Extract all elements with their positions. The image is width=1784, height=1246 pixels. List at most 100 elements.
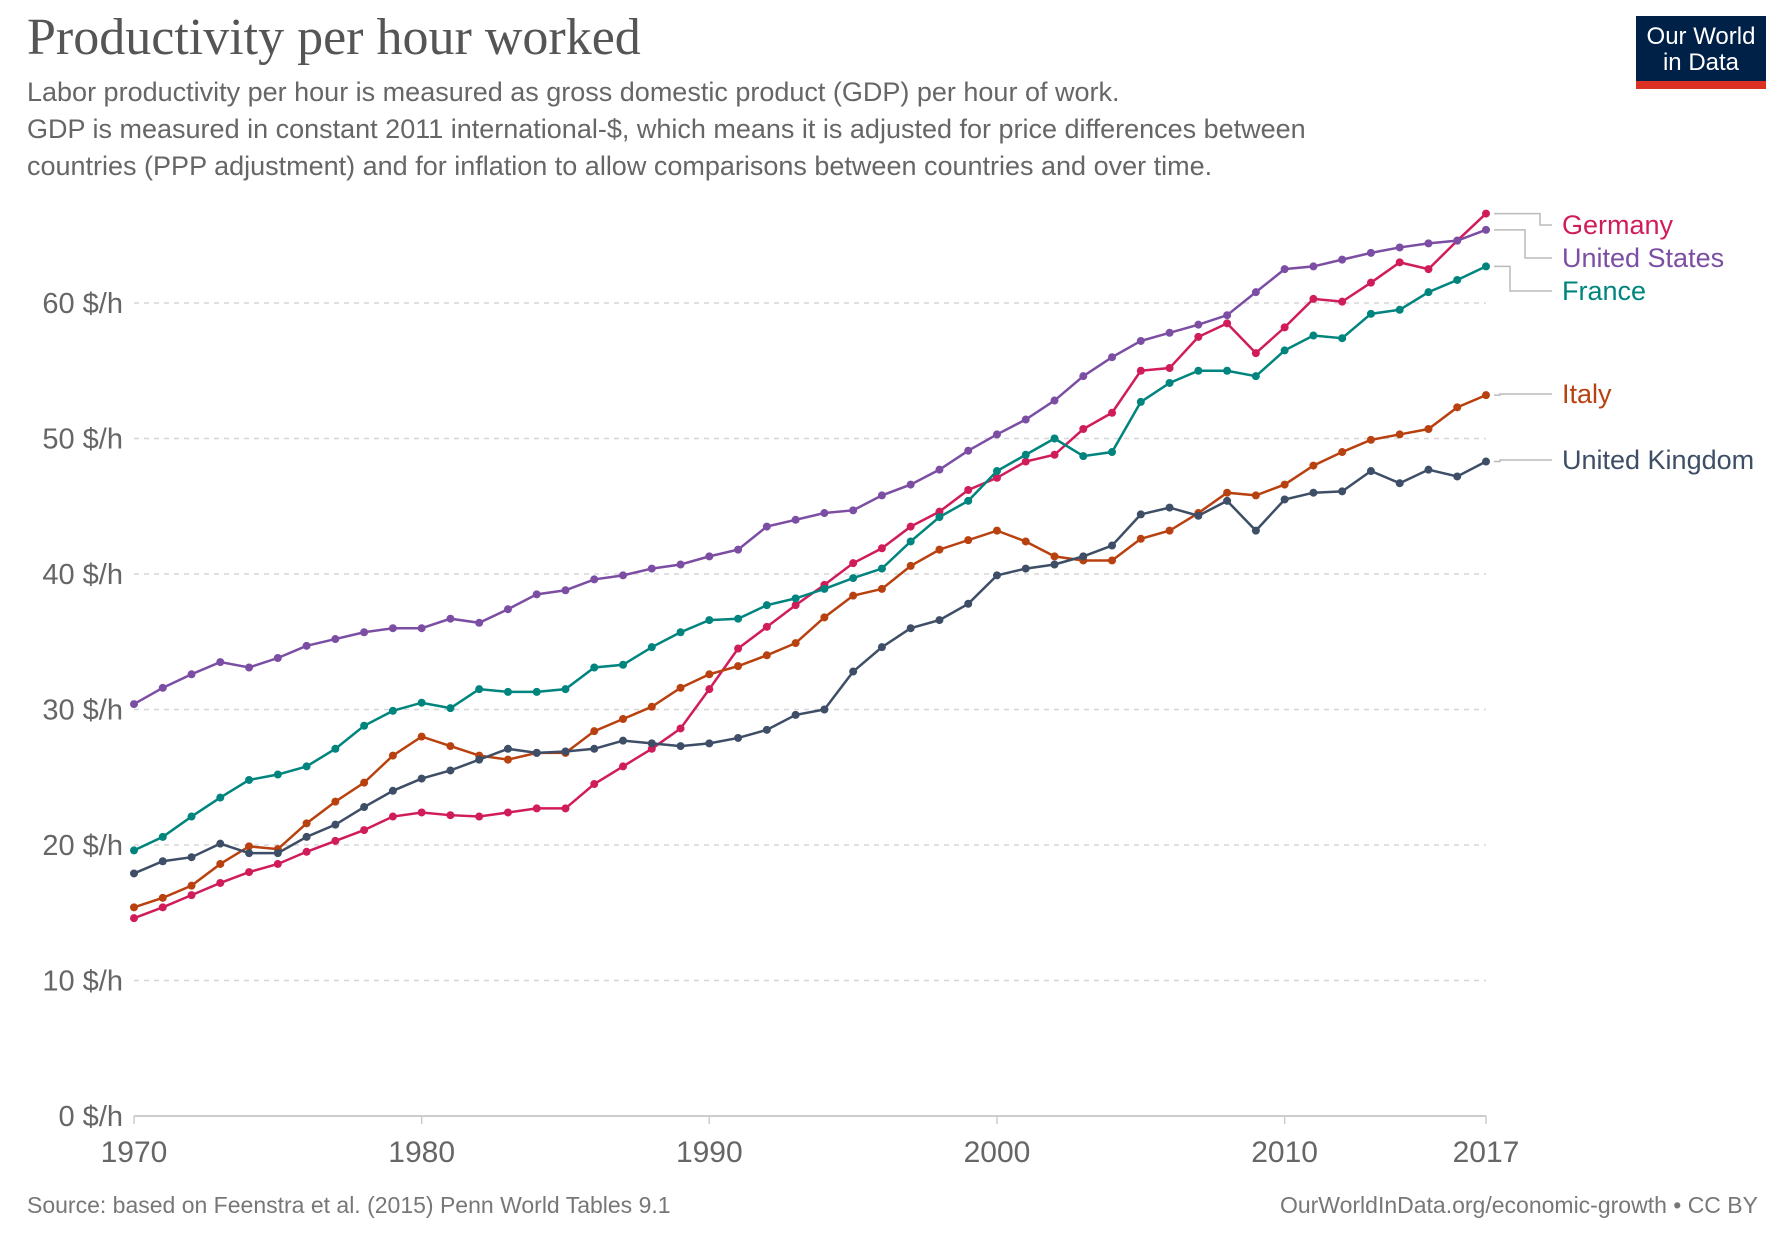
data-point [532, 590, 541, 599]
data-point [877, 564, 886, 573]
label-connector [1494, 459, 1552, 463]
data-point [1366, 435, 1375, 444]
data-point [1453, 472, 1462, 481]
data-point [1309, 262, 1318, 271]
data-point [705, 552, 714, 561]
data-point [360, 628, 369, 637]
data-point [619, 736, 628, 745]
data-point [1482, 225, 1490, 234]
data-point [417, 698, 426, 707]
data-point [360, 721, 369, 730]
data-point [245, 868, 254, 877]
data-point [1453, 403, 1462, 412]
data-point [647, 643, 656, 652]
data-point [475, 685, 484, 694]
data-point [245, 663, 254, 672]
data-point [1251, 526, 1260, 535]
data-point [619, 762, 628, 771]
data-point [1424, 239, 1433, 248]
data-point [647, 739, 656, 748]
series-label: Italy [1562, 379, 1612, 409]
data-point [1108, 448, 1117, 457]
data-point [1424, 465, 1433, 474]
data-point [791, 594, 800, 603]
data-point [1366, 309, 1375, 318]
data-point [1251, 288, 1260, 297]
data-point [1108, 353, 1117, 362]
data-point [388, 706, 397, 715]
data-point [849, 574, 858, 583]
data-point [762, 622, 771, 631]
data-point [849, 667, 858, 676]
data-point [273, 859, 282, 868]
y-tick-label: 30 $/h [42, 695, 123, 727]
data-point [734, 614, 743, 623]
data-point [331, 744, 340, 753]
data-point [877, 584, 886, 593]
x-tick-label: 2010 [1251, 1136, 1318, 1169]
data-point [1395, 243, 1404, 252]
data-point [1108, 556, 1117, 565]
data-point [1309, 488, 1318, 497]
data-point [1280, 346, 1289, 355]
data-point [1223, 319, 1232, 328]
data-point [1108, 541, 1117, 550]
data-point [1482, 457, 1490, 466]
data-point [906, 522, 915, 531]
y-tick-label: 50 $/h [42, 424, 123, 456]
data-point [158, 893, 167, 902]
data-point [1050, 450, 1059, 459]
data-point [1136, 534, 1145, 543]
data-point [647, 564, 656, 573]
data-point [1021, 415, 1030, 424]
data-point [1165, 503, 1174, 512]
data-point [1021, 537, 1030, 546]
data-point [590, 727, 599, 736]
data-point [417, 774, 426, 783]
data-point [820, 705, 829, 714]
data-point [849, 591, 858, 600]
data-point [1338, 448, 1347, 457]
data-point [1079, 425, 1088, 434]
data-point [1223, 488, 1232, 497]
data-point [216, 839, 225, 848]
data-point [1366, 248, 1375, 257]
x-tick-label: 2017 [1453, 1136, 1520, 1169]
data-point [503, 605, 512, 614]
data-point [475, 618, 484, 627]
data-point [302, 641, 311, 650]
data-point [446, 742, 455, 751]
data-point [187, 853, 196, 862]
data-point [820, 613, 829, 622]
data-point [992, 473, 1001, 482]
label-connector [1494, 265, 1552, 292]
data-point [1136, 366, 1145, 375]
data-point [1338, 487, 1347, 496]
data-point [647, 702, 656, 711]
data-point [1079, 372, 1088, 381]
data-point [1453, 275, 1462, 284]
data-point [1079, 452, 1088, 461]
data-point [273, 849, 282, 858]
data-point [590, 575, 599, 584]
series-line [133, 265, 1487, 852]
data-point [388, 751, 397, 760]
data-point [1165, 328, 1174, 337]
data-point [245, 849, 254, 858]
data-point [619, 571, 628, 580]
series-line [133, 212, 1487, 920]
data-point [705, 685, 714, 694]
data-point [1338, 334, 1347, 343]
data-point [245, 775, 254, 784]
data-point [561, 804, 570, 813]
data-point [734, 733, 743, 742]
data-point [130, 700, 138, 709]
data-point [216, 658, 225, 667]
data-point [561, 586, 570, 595]
data-point [561, 685, 570, 694]
license-link[interactable]: OurWorldInData.org/economic-growth • CC … [1279, 1192, 1758, 1218]
data-point [877, 491, 886, 500]
data-point [906, 480, 915, 489]
data-point [360, 778, 369, 787]
owid-logo[interactable]: Our World in Data [1636, 16, 1766, 89]
